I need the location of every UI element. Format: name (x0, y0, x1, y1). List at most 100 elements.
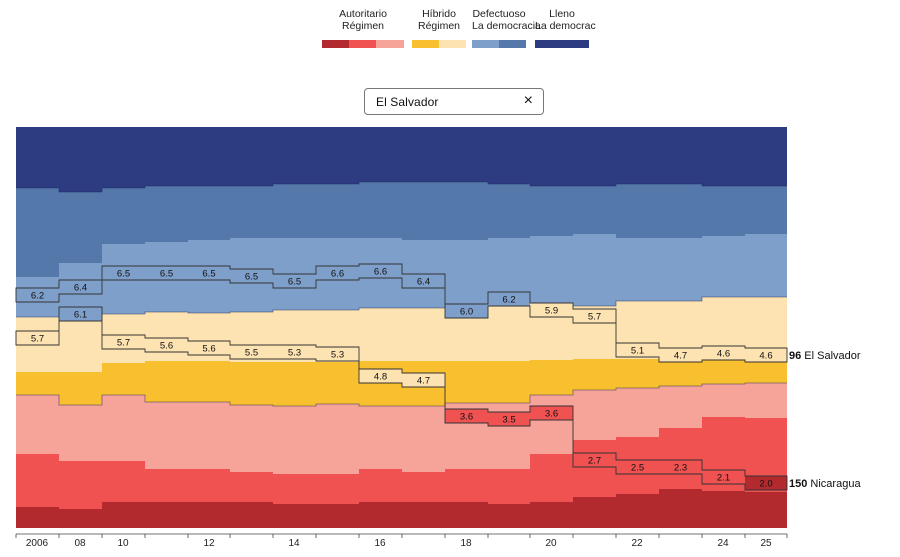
x-tick-label-10: 10 (117, 538, 129, 549)
legend-authoritarian: Autoritario Régimen (322, 8, 404, 49)
nicaragua-score-2011: 5.6 (160, 341, 173, 352)
el-salvador-cell-2024 (702, 346, 745, 360)
nicaragua-score-2014: 5.3 (288, 348, 301, 359)
el-salvador-cell-2014 (273, 274, 316, 288)
legend-hybrid-line2: Régimen (417, 19, 461, 32)
x-tick-label-14: 14 (288, 538, 300, 549)
nicaragua-cell-2013 (230, 345, 273, 359)
el-salvador-cell-2022 (616, 343, 659, 357)
nicaragua-score-2025: 2.0 (759, 479, 772, 490)
x-tick-label-18: 18 (460, 538, 472, 549)
legend-authoritarian-line1: Autoritario (339, 8, 387, 20)
x-tick-label-20: 20 (545, 538, 557, 549)
legend-hybrid-label: Híbrido Régimen (412, 8, 466, 32)
legend-full-label: Lleno La democrac (535, 8, 596, 32)
nicaragua-score-2021: 2.7 (588, 456, 601, 467)
x-tick-label-25: 25 (760, 538, 772, 549)
legend-flawed: Defectuoso La democracia (472, 8, 541, 49)
legend-full-line1: Lleno (549, 8, 575, 20)
nicaragua-cell-2018 (445, 409, 488, 423)
el-salvador-cell-2010 (102, 266, 145, 280)
legend-flawed-line2: La democracia (472, 19, 541, 32)
x-tick-label-16: 16 (374, 538, 386, 549)
nicaragua-score-2019: 3.5 (502, 415, 515, 426)
nicaragua-cell-2025 (745, 476, 787, 490)
legend-swatch-authoritarian-dark (322, 40, 349, 48)
legend-swatch-hybrid-light (439, 40, 466, 48)
nicaragua-score-2022: 2.5 (631, 463, 644, 474)
nicaragua-cell-2014 (273, 345, 316, 359)
nicaragua-cell-2024 (702, 470, 745, 484)
el-salvador-cell-2013 (230, 269, 273, 283)
border-hybrid-bottom (16, 382, 787, 407)
close-icon[interactable]: × (523, 92, 533, 109)
nicaragua-score-2023: 2.3 (674, 463, 687, 474)
nicaragua-score-2006: 5.7 (31, 334, 44, 345)
country-search-box[interactable]: El Salvador × (364, 88, 544, 115)
el-salvador-score-2023: 4.7 (674, 351, 687, 362)
el-salvador-score-2025: 4.6 (759, 351, 772, 362)
el-salvador-cell-2020 (530, 303, 573, 317)
el-salvador-score-2008: 6.4 (74, 283, 87, 294)
border-full (16, 181, 787, 193)
nicaragua-rank: 150 (789, 478, 810, 490)
nicaragua-outline (15, 306, 788, 491)
x-tick-label-2006: 2006 (26, 538, 49, 549)
el-salvador-score-2016: 6.6 (374, 267, 387, 278)
el-salvador-score-2017: 6.4 (417, 277, 430, 288)
x-tick-label-08: 08 (74, 538, 86, 549)
legend-hybrid: Híbrido Régimen (412, 8, 466, 49)
legend-swatch-hybrid-dark (412, 40, 439, 48)
el-salvador-score-2014: 6.5 (288, 277, 301, 288)
x-tick-label-24: 24 (717, 538, 729, 549)
legend-swatch-flawed-dark (499, 40, 526, 48)
el-salvador-cell-2017 (402, 274, 445, 288)
el-salvador-end-label: 96 El Salvador (789, 350, 861, 362)
el-salvador-score-2010: 6.5 (117, 269, 130, 280)
border-hybrid-top (16, 296, 787, 318)
nicaragua-score-2008: 6.1 (74, 310, 87, 321)
el-salvador-cell-2018 (445, 304, 488, 318)
el-salvador-cell-2019 (488, 292, 530, 306)
el-salvador-cell-2025 (745, 348, 787, 362)
el-salvador-country-name: El Salvador (804, 350, 861, 362)
search-value[interactable]: El Salvador (376, 95, 439, 109)
el-salvador-rank: 96 (789, 350, 804, 362)
el-salvador-cell-2012 (188, 266, 230, 280)
nicaragua-end-label: 150 Nicaragua (789, 478, 861, 490)
legend-hybrid-line1: Híbrido (422, 8, 456, 20)
el-salvador-score-2018: 6.0 (460, 307, 473, 318)
legend-flawed-label: Defectuoso La democracia (472, 8, 541, 32)
legend-full-line2: La democrac (535, 19, 596, 32)
nicaragua-cell-2012 (188, 341, 230, 355)
nicaragua-score-2016: 4.8 (374, 372, 387, 383)
nicaragua-score-2018: 3.6 (460, 412, 473, 423)
el-salvador-score-2012: 6.5 (202, 269, 215, 280)
el-salvador-cell-2021 (573, 309, 616, 323)
band-authoritarian-dark (16, 489, 787, 528)
el-salvador-score-2020: 5.9 (545, 306, 558, 317)
nicaragua-cell-2021 (573, 453, 616, 467)
nicaragua-score-2013: 5.5 (245, 348, 258, 359)
nicaragua-cell-2006 (16, 331, 59, 345)
el-salvador-score-2021: 5.7 (588, 312, 601, 323)
nicaragua-cell-2015 (316, 347, 359, 361)
el-salvador-cell-2023 (659, 348, 702, 362)
legend-full: Lleno La democrac (535, 8, 596, 49)
el-salvador-score-2013: 6.5 (245, 272, 258, 283)
nicaragua-cell-2022 (616, 460, 659, 474)
el-salvador-score-2019: 6.2 (502, 295, 515, 306)
el-salvador-outline (15, 263, 788, 363)
nicaragua-country-name: Nicaragua (810, 478, 861, 490)
x-tick-label-22: 22 (631, 538, 643, 549)
nicaragua-score-2010: 5.7 (117, 338, 130, 349)
nicaragua-cell-2008 (59, 307, 102, 321)
legend-swatch-full (535, 40, 589, 48)
el-salvador-score-2022: 5.1 (631, 346, 644, 357)
el-salvador-cell-2008 (59, 280, 102, 294)
el-salvador-score-2011: 6.5 (160, 269, 173, 280)
el-salvador-score-2015: 6.6 (331, 269, 344, 280)
el-salvador-cell-2016 (359, 264, 402, 278)
nicaragua-cell-2017 (402, 373, 445, 387)
